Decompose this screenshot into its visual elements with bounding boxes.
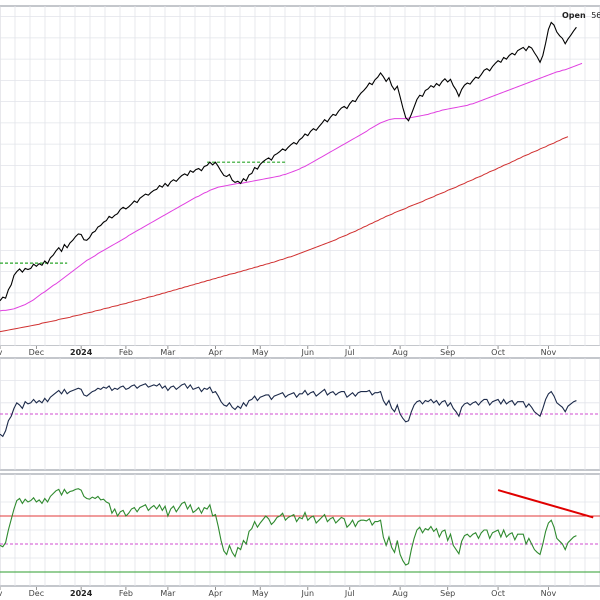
axis-tick-label: Aug <box>392 348 408 357</box>
axis-tick-label: Nov <box>541 589 557 598</box>
axis-tick-label: Oct <box>491 589 505 598</box>
axis-tick-label: Mar <box>160 589 176 598</box>
oscillator-grid <box>0 474 600 586</box>
axis-tick-label: Jun <box>301 589 315 598</box>
axis-tick-label: Dec <box>29 348 44 357</box>
axis-tick-label: Feb <box>119 348 133 357</box>
axis-tick-label: Dec <box>29 589 44 598</box>
price-line <box>0 21 577 302</box>
price-levels <box>0 161 286 264</box>
bottom-date-axis: v Dec 2024 Feb Mar Apr May Jun Jul Aug Sep Oct Nov <box>0 587 556 598</box>
axis-tick-label: 2024 <box>70 589 93 598</box>
open-label: Open 561 <box>562 11 600 20</box>
axis-tick-label: Jun <box>301 348 315 357</box>
open-value: 561 <box>591 11 600 20</box>
axis-tick-label: May <box>252 348 269 357</box>
open-label-text: Open <box>562 11 586 20</box>
axis-tick-label: v <box>0 348 3 357</box>
axis-tick-label: Mar <box>160 348 176 357</box>
oscillator-trendline <box>497 489 594 519</box>
axis-tick-label: Jul <box>344 348 355 357</box>
axis-tick-label: Feb <box>119 589 133 598</box>
top-date-axis: v Dec 2024 Feb Mar Apr May Jun Jul Aug Sep Oct Nov <box>0 346 600 358</box>
axis-tick-label: Apr <box>209 589 224 598</box>
axis-tick-label: v <box>0 589 3 598</box>
axis-tick-label: May <box>252 589 269 598</box>
oscillator-panel <box>0 473 600 587</box>
axis-tick-label: 2024 <box>70 348 93 357</box>
rsi-panel <box>0 357 600 471</box>
axis-tick-label: Oct <box>491 348 505 357</box>
axis-tick-label: Sep <box>440 589 455 598</box>
top-axis-band <box>0 346 600 358</box>
oscillator-levels <box>0 515 600 573</box>
axis-tick-label: Nov <box>541 348 557 357</box>
axis-tick-label: Jul <box>344 589 355 598</box>
price-panel: Open 561 <box>0 5 600 347</box>
axis-tick-label: Apr <box>209 348 224 357</box>
ma50-line <box>0 62 583 312</box>
axis-tick-label: Sep <box>440 348 455 357</box>
price-grid <box>0 6 600 346</box>
axis-tick-label: Aug <box>392 589 408 598</box>
ma200-line <box>0 136 569 333</box>
rsi-line <box>0 382 577 438</box>
oscillator-line <box>0 488 577 566</box>
